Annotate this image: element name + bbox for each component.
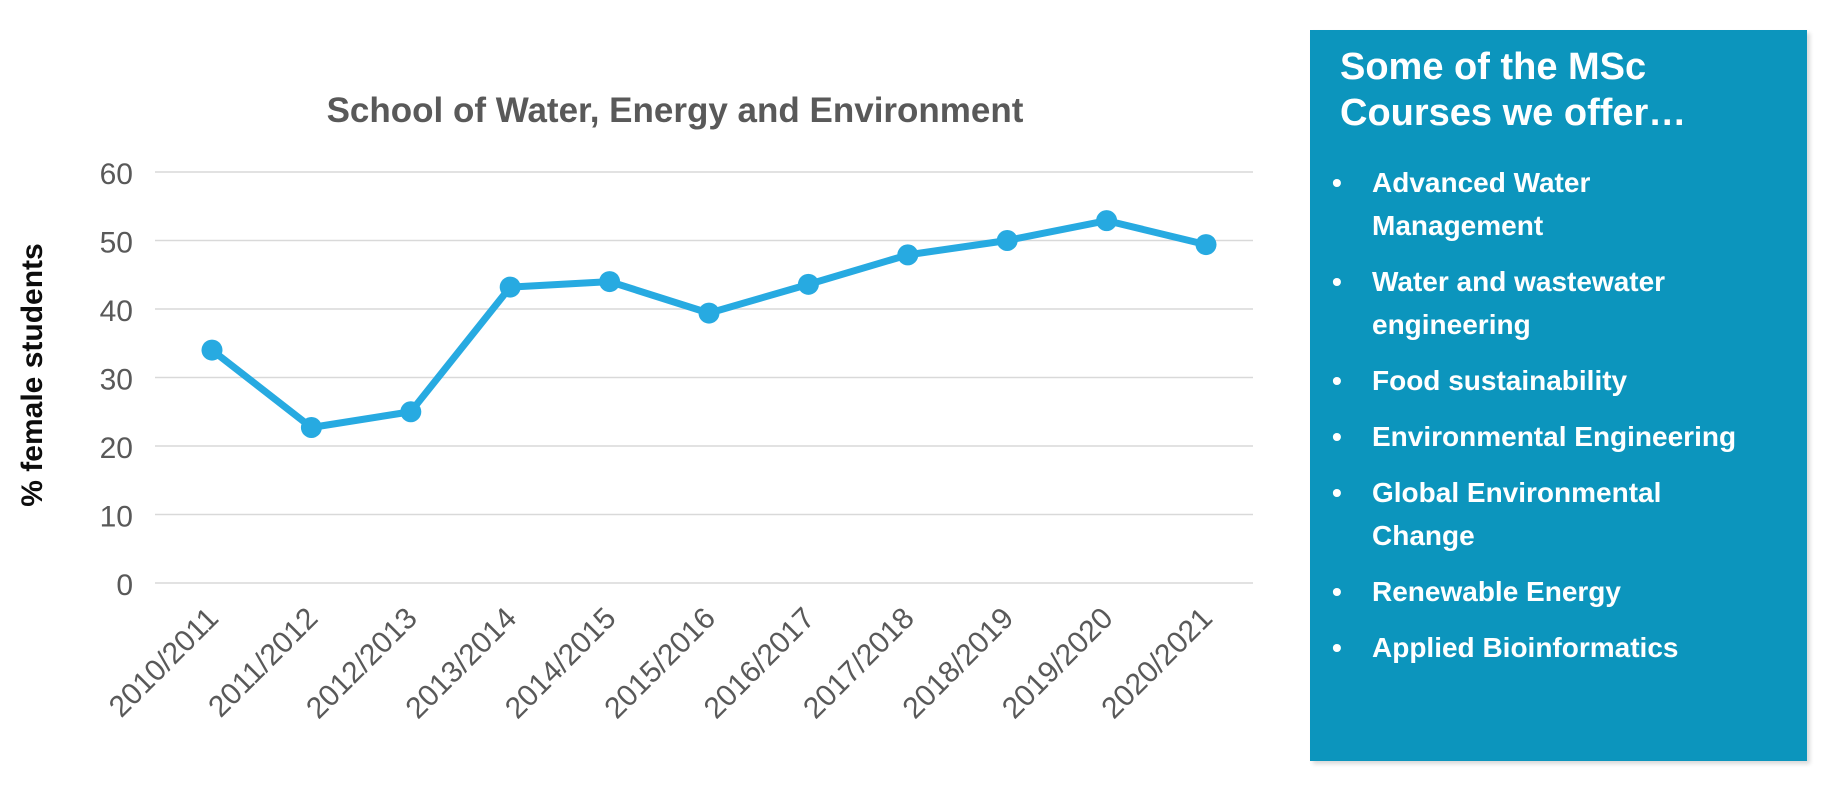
course-item: • Advanced Water Management: [1332, 161, 1781, 247]
data-line: [208, 217, 1210, 432]
course-item: • Water and wastewater engineering: [1332, 260, 1781, 346]
y-tick-label: 0: [116, 569, 133, 602]
panel-title: Some of the MSc Courses we offer…: [1340, 46, 1687, 135]
data-point: [201, 339, 223, 361]
bullet-icon: •: [1332, 364, 1342, 396]
bullet-icon: •: [1332, 631, 1342, 663]
chart-canvas: School of Water, Energy and Environment …: [16, 91, 1253, 725]
course-item: • Food sustainability: [1332, 359, 1781, 402]
bullet-icon: •: [1332, 420, 1342, 452]
data-point: [1195, 234, 1217, 256]
course-item: • Applied Bioinformatics: [1332, 626, 1781, 669]
course-list: • Advanced Water Management • Water and was…: [1332, 161, 1781, 669]
course-item: • Environmental Engineering: [1332, 415, 1781, 458]
data-point: [797, 273, 819, 295]
course-label: Water and wastewater engineering: [1372, 265, 1666, 340]
course-item: • Renewable Energy: [1332, 570, 1781, 613]
data-point: [996, 230, 1018, 251]
bullet-icon: •: [1332, 166, 1342, 198]
course-label: Food sustainability: [1372, 364, 1628, 396]
data-point: [400, 401, 422, 423]
y-tick-label: 40: [100, 295, 133, 328]
data-point: [599, 271, 621, 293]
chart-title: School of Water, Energy and Environment: [327, 91, 1024, 130]
data-point: [698, 302, 720, 324]
y-tick-label: 10: [100, 501, 133, 534]
course-label: Applied Bioinformatics: [1372, 631, 1679, 663]
course-label: Advanced Water Management: [1372, 166, 1591, 241]
msc-courses-panel: Some of the MSc Courses we offer… • Advan…: [1310, 30, 1807, 761]
bullet-icon: •: [1332, 476, 1342, 508]
y-tick-label: 50: [100, 227, 133, 260]
y-tick-label: 60: [100, 158, 133, 191]
bullet-icon: •: [1332, 265, 1342, 297]
data-point: [499, 276, 521, 298]
course-label: Global Environmental Change: [1372, 476, 1662, 551]
course-label: Renewable Energy: [1372, 575, 1621, 607]
data-point: [897, 244, 919, 266]
female-students-line-chart: School of Water, Energy and Environment …: [16, 91, 1253, 725]
course-item: • Global Environmental Change: [1332, 471, 1781, 557]
y-axis-title: % female students: [16, 243, 49, 506]
data-point: [300, 417, 322, 439]
course-label: Environmental Engineering: [1372, 420, 1737, 452]
y-tick-label: 20: [100, 432, 133, 465]
y-tick-label: 30: [100, 364, 133, 397]
data-point: [1096, 210, 1118, 232]
bullet-icon: •: [1332, 575, 1342, 607]
